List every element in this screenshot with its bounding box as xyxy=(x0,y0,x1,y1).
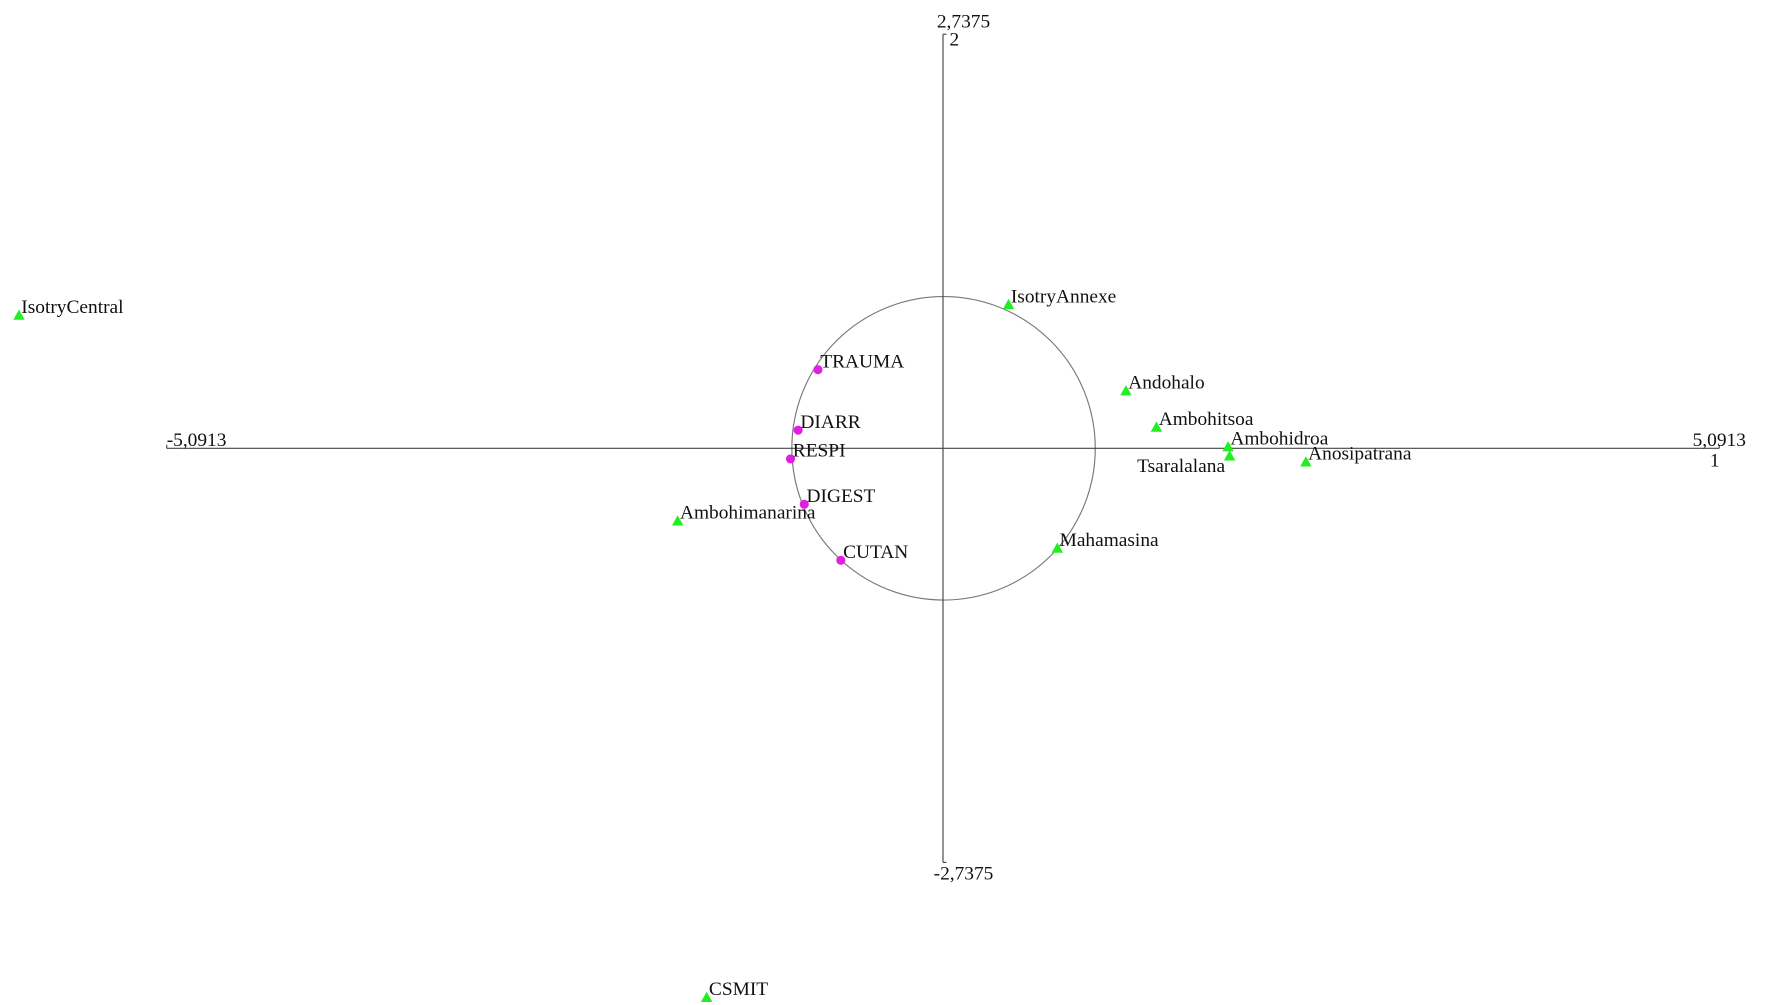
point-label: TRAUMA xyxy=(820,351,904,372)
point-label: CUTAN xyxy=(843,542,908,563)
row-point xyxy=(671,515,684,526)
row-point xyxy=(1051,542,1064,553)
point-label: CSMIT xyxy=(709,979,768,1000)
row-point xyxy=(700,991,713,1002)
point-label: Ambohidroa xyxy=(1230,429,1328,450)
point-label: Anosipatrana xyxy=(1308,444,1412,465)
y-tick-label: -2,7375 xyxy=(934,864,994,885)
point-label: Tsaralalana xyxy=(1137,456,1225,477)
point-label: DIGEST xyxy=(807,486,876,507)
y-axis-title: 2 xyxy=(950,30,960,51)
point-label: DIARR xyxy=(800,412,860,433)
row-point xyxy=(1120,385,1132,396)
column-point xyxy=(793,425,803,435)
point-label: Ambohitsoa xyxy=(1159,409,1254,430)
row-point xyxy=(1300,456,1312,467)
point-label: Mahamasina xyxy=(1060,530,1159,551)
point-label: Ambohimanarina xyxy=(680,503,816,524)
row-point xyxy=(1150,421,1163,432)
column-point xyxy=(799,499,809,509)
point-label: IsotryCentral xyxy=(21,297,123,318)
x-axis-title: 1 xyxy=(1710,451,1720,472)
row-point xyxy=(13,309,25,320)
row-point xyxy=(1222,441,1234,452)
column-point xyxy=(813,365,823,375)
point-label: IsotryAnnexe xyxy=(1011,286,1116,307)
column-point xyxy=(785,454,796,464)
x-tick-label: 5,0913 xyxy=(1693,430,1746,451)
column-point xyxy=(836,555,846,565)
point-label: Andohalo xyxy=(1128,373,1204,394)
row-point xyxy=(1223,450,1236,461)
y-tick-label: 2,7375 xyxy=(937,11,990,32)
x-tick-label: -5,0913 xyxy=(167,430,227,451)
point-label: RESPI xyxy=(793,441,846,462)
row-point xyxy=(1002,298,1015,310)
